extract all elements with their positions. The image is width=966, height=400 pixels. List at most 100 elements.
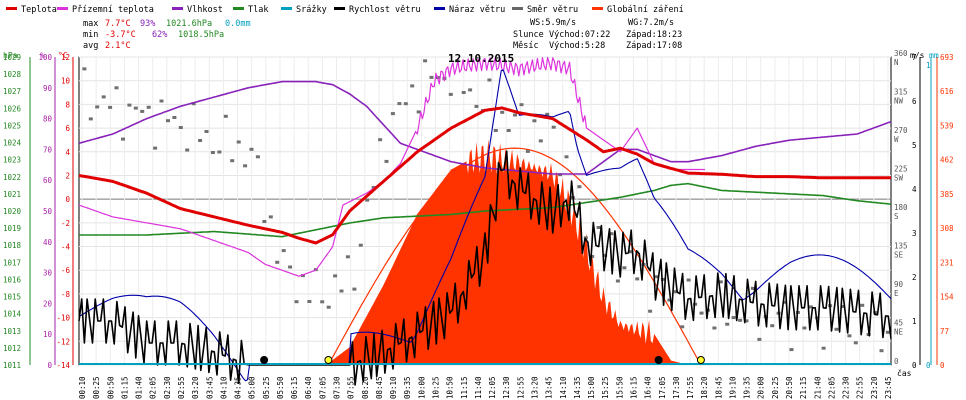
wind-dir-compass-label: S xyxy=(894,212,899,221)
wind-direction-point xyxy=(153,146,158,150)
pressure-tick-label: 1027 xyxy=(3,87,21,96)
x-tick-label: 15:50 xyxy=(615,376,624,399)
x-tick-label: 13:20 xyxy=(530,376,539,399)
legend-swatch xyxy=(434,7,445,10)
wind-direction-point xyxy=(885,330,890,334)
temperature-tick-label: -12 xyxy=(56,337,70,346)
wind-direction-point xyxy=(808,305,813,309)
wind-direction-point xyxy=(345,255,350,259)
x-tick-label: 12:05 xyxy=(488,376,497,399)
wind-direction-point xyxy=(718,280,723,284)
series-line-tlak xyxy=(79,182,892,238)
wind-direction-point xyxy=(403,102,408,106)
wind-direction-point xyxy=(191,102,196,106)
x-tick-label: 03:45 xyxy=(205,376,214,399)
x-tick-label: 04:35 xyxy=(234,376,243,399)
x-tick-label: 21:15 xyxy=(799,376,808,399)
wind-dir-tick-label: 135 xyxy=(894,242,908,251)
stats-min-temp: -3.7°C xyxy=(105,30,136,40)
wind-direction-point xyxy=(262,220,267,223)
x-tick-label: 06:40 xyxy=(304,376,313,399)
x-tick-label: 18:20 xyxy=(700,376,709,399)
wind-direction-point xyxy=(802,326,807,330)
legend-label: Srážky xyxy=(296,5,327,15)
legend-label: Směr větru xyxy=(527,5,578,15)
pressure-tick-label: 1017 xyxy=(3,258,21,267)
legend-swatch xyxy=(334,7,345,10)
legend-swatch xyxy=(57,7,68,10)
wind-direction-point xyxy=(204,130,209,133)
sun-rise: Východ:07:22 xyxy=(549,30,610,40)
x-tick-label: 04:10 xyxy=(219,376,228,399)
x-tick-label: 19:10 xyxy=(728,376,737,399)
x-tick-label: 00:50 xyxy=(106,376,115,399)
x-tick-label: 16:40 xyxy=(644,376,653,399)
pressure-tick-label: 1019 xyxy=(3,224,21,233)
wind-speed-tick-label: 4 xyxy=(912,185,917,194)
x-tick-label: 00:10 xyxy=(78,376,87,399)
wind-speed-tick-label: 5 xyxy=(912,141,917,150)
wind-direction-point xyxy=(217,150,222,154)
unit-ms: m/s xyxy=(910,51,925,60)
pressure-tick-label: 1018 xyxy=(3,241,22,250)
wind-direction-point xyxy=(635,277,640,281)
wind-direction-point xyxy=(847,334,852,338)
wind-direction-point xyxy=(320,300,325,304)
stats-max-rain: 0.0mm xyxy=(225,19,251,29)
x-tick-label: 17:55 xyxy=(686,376,695,399)
x-tick-label: 22:30 xyxy=(842,376,851,399)
wind-direction-point xyxy=(667,298,672,302)
sun-event-marker xyxy=(696,356,705,364)
wind-direction-point xyxy=(513,113,518,117)
wind-direction-point xyxy=(101,95,106,99)
wind-direction-point xyxy=(468,88,473,92)
legend-swatch xyxy=(233,7,244,10)
stats-max-temp: 7.7°C xyxy=(105,19,131,29)
wind-direction-point xyxy=(738,318,743,322)
stats-max-press: 1021.6hPa xyxy=(166,19,212,29)
wind-direction-point xyxy=(210,151,215,154)
legend-swatch xyxy=(172,7,183,10)
temperature-tick-label: 2 xyxy=(65,171,70,180)
wind-direction-point xyxy=(159,99,164,103)
legend: Teplota Přízemní teplota Vlhkost Tlak Srážky… xyxy=(6,5,684,15)
stats-min-label: min xyxy=(83,30,98,40)
pressure-tick-label: 1013 xyxy=(3,327,21,336)
wind-direction-point xyxy=(680,325,685,329)
legend-label: Náraz větru xyxy=(449,5,505,15)
radiation-tick-label: 462 xyxy=(940,156,954,165)
x-tick-label: 12:55 xyxy=(516,376,525,399)
x-tick-label: 22:55 xyxy=(856,376,865,399)
wind-direction-point xyxy=(590,255,595,258)
wind-dir-tick-label: 225 xyxy=(894,165,908,174)
legend-label: Globální záření xyxy=(607,5,684,15)
wind-direction-point xyxy=(750,286,755,290)
wind-direction-point xyxy=(770,324,775,328)
wind-direction-point xyxy=(198,139,203,142)
pressure-tick-label: 1015 xyxy=(3,293,21,302)
wind-direction-point xyxy=(300,274,305,278)
wind-dir-tick-label: 90 xyxy=(894,280,904,289)
temperature-tick-label: 10 xyxy=(61,77,71,86)
wind-direction-point xyxy=(127,103,132,107)
pressure-tick-label: 1025 xyxy=(3,121,21,130)
legend-swatch xyxy=(281,7,292,10)
wind-direction-point xyxy=(577,185,582,189)
wind-direction-point xyxy=(307,300,312,303)
wind-dir-compass-label: NW xyxy=(894,97,904,106)
wind-direction-point xyxy=(166,119,170,123)
sun-set: Západ:18:23 xyxy=(626,30,682,40)
legend-swatch xyxy=(6,7,17,10)
radiation-tick-label: 308 xyxy=(940,224,954,233)
wind-direction-point xyxy=(236,140,241,144)
pressure-tick-label: 1029 xyxy=(3,53,21,62)
wind-direction-point xyxy=(384,159,389,163)
wind-direction-point xyxy=(654,275,659,279)
wind-speed-tick-label: 6 xyxy=(912,97,917,106)
x-tick-label: 05:50 xyxy=(276,376,285,399)
wind-direction-point xyxy=(410,84,415,88)
wind-direction-point xyxy=(660,277,665,281)
x-tick-label: 23:20 xyxy=(870,376,879,399)
x-tick-label: 08:20 xyxy=(361,376,370,399)
wind-gust-info: WG:7.2m/s xyxy=(628,18,674,28)
